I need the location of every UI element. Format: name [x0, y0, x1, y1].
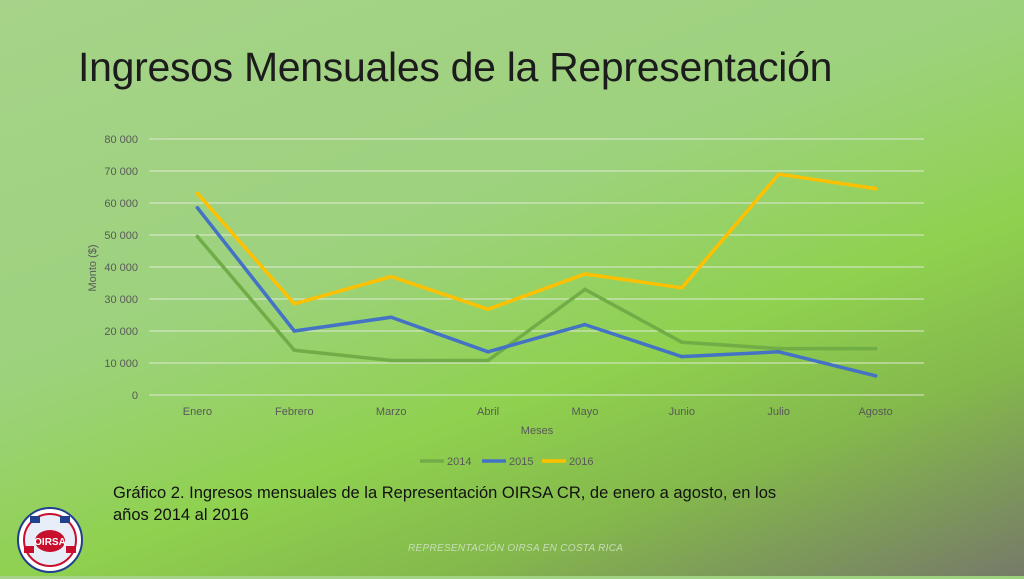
data-point-2015	[195, 206, 200, 210]
data-point-2015	[486, 350, 490, 354]
chart-series	[195, 172, 878, 378]
y-tick-label: 50 000	[104, 230, 138, 242]
y-tick-label: 0	[132, 390, 138, 402]
data-point-2014	[292, 348, 297, 353]
data-point-2014	[680, 340, 684, 345]
data-point-2015	[873, 374, 878, 378]
data-point-2016	[195, 191, 200, 196]
data-point-2016	[486, 307, 490, 312]
data-point-2015	[776, 350, 781, 354]
data-point-2014	[583, 287, 587, 292]
y-tick-label: 60 000	[104, 198, 138, 210]
x-axis-label: Meses	[521, 425, 554, 437]
chart-legend: 2014 2015 2016	[420, 456, 593, 468]
legend-label: 2015	[509, 456, 533, 468]
data-point-2015	[680, 354, 684, 359]
y-axis-ticks: 0 10 000 20 000 30 000 40 000 50 000 60 000 70 …	[104, 134, 138, 402]
legend-label: 2016	[569, 456, 593, 468]
data-point-2015	[292, 329, 297, 333]
x-tick-label: Julio	[767, 406, 790, 418]
series-line-2014	[195, 234, 878, 363]
series-line-2015	[195, 206, 878, 378]
x-tick-label: Febrero	[275, 406, 314, 418]
y-tick-label: 80 000	[104, 134, 138, 146]
data-point-2014	[389, 358, 393, 363]
x-tick-label: Mayo	[571, 406, 598, 418]
y-tick-label: 40 000	[104, 262, 138, 274]
x-tick-label: Enero	[183, 406, 212, 418]
data-point-2014	[776, 346, 781, 351]
data-point-2014	[195, 234, 200, 239]
footer-text: REPRESENTACIÓN OIRSA EN COSTA RICA	[408, 543, 624, 554]
y-tick-label: 10 000	[104, 358, 138, 370]
y-tick-label: 30 000	[104, 294, 138, 306]
data-point-2016	[292, 302, 297, 306]
slide-title: Ingresos Mensuales de la Representación	[78, 44, 833, 90]
legend-label: 2014	[447, 456, 471, 468]
data-point-2015	[583, 322, 587, 327]
y-axis-label: Monto ($)	[87, 244, 99, 291]
data-point-2016	[389, 274, 393, 279]
svg-text:OIRSA: OIRSA	[34, 537, 66, 548]
data-point-2016	[776, 172, 781, 176]
data-point-2016	[680, 286, 684, 290]
x-tick-label: Agosto	[858, 406, 892, 418]
x-tick-label: Junio	[669, 406, 695, 418]
series-line-2016	[195, 172, 878, 311]
y-tick-label: 70 000	[104, 166, 138, 178]
y-tick-label: 20 000	[104, 326, 138, 338]
figure-caption: Gráfico 2. Ingresos mensuales de la Repr…	[113, 484, 777, 524]
data-point-2014	[486, 358, 490, 363]
line-chart: 0 10 000 20 000 30 000 40 000 50 000 60 000 70 …	[87, 134, 924, 468]
oirsa-logo: OIRSA	[16, 506, 84, 579]
data-point-2016	[873, 186, 878, 191]
x-tick-label: Marzo	[376, 406, 407, 418]
data-point-2016	[583, 272, 587, 276]
x-tick-label: Abril	[477, 406, 499, 418]
x-axis-ticks: Enero Febrero Marzo Abril Mayo Junio Julio Agos…	[183, 406, 893, 418]
data-point-2014	[873, 346, 878, 351]
data-point-2015	[389, 315, 393, 320]
